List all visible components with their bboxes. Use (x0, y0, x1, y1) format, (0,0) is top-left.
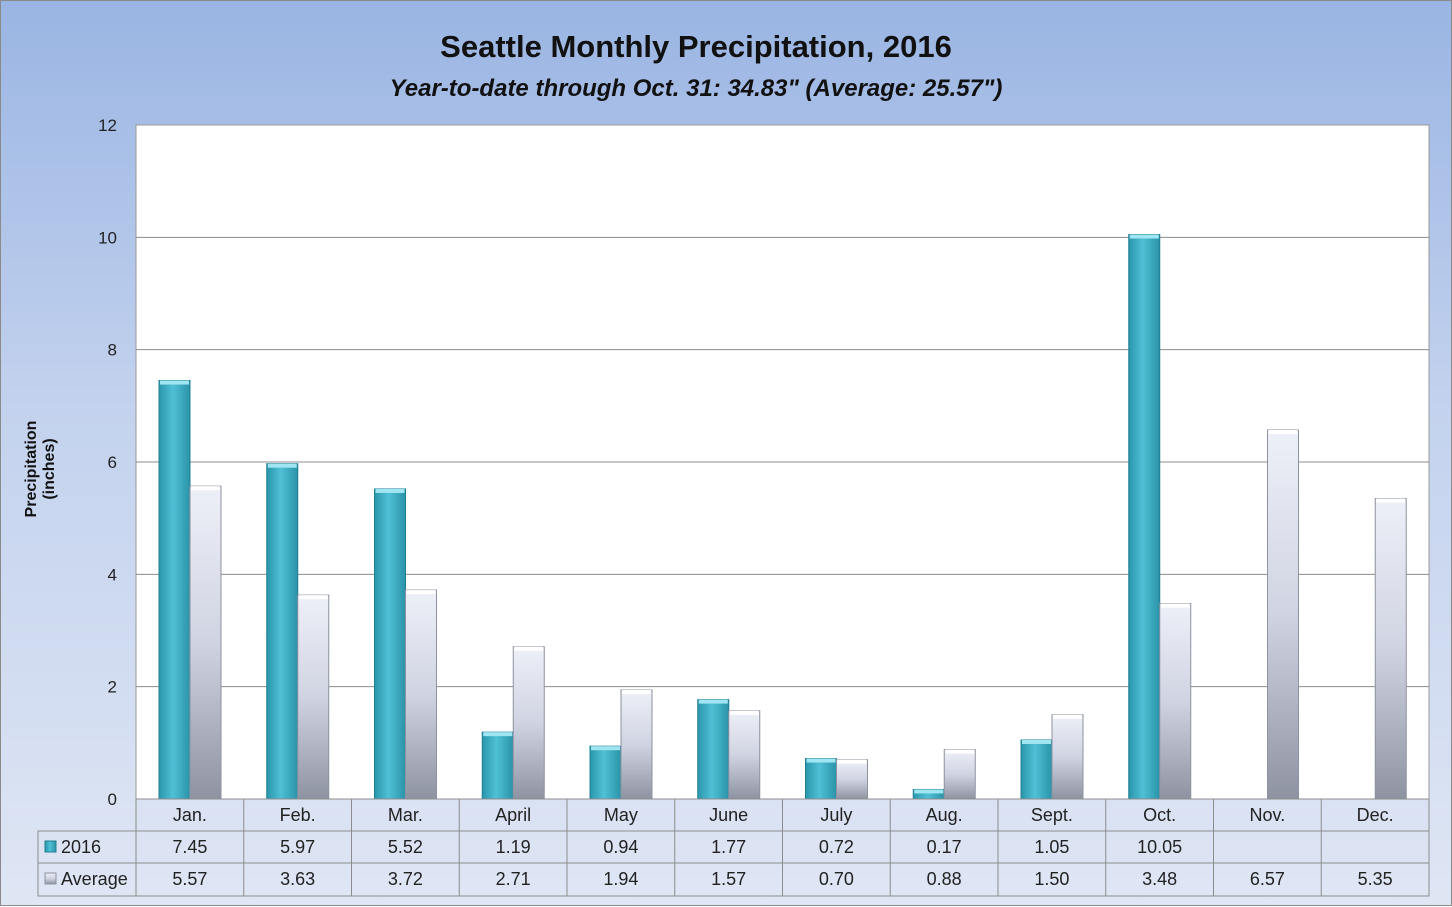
data-label-2016: 10.05 (1137, 837, 1182, 857)
data-label-2016: 0.94 (603, 837, 638, 857)
bar-average (1051, 714, 1084, 800)
bar-bevel (375, 488, 405, 493)
bar-2016 (1020, 739, 1053, 800)
bar-bevel (160, 380, 189, 385)
data-label-2016: 5.52 (388, 837, 423, 857)
x-category-label: May (604, 805, 638, 825)
data-label-average: 2.71 (496, 869, 531, 889)
data-label-average: 3.63 (280, 869, 315, 889)
bar-average (1374, 498, 1407, 800)
bar-bevel (514, 646, 544, 651)
bar-average (1159, 603, 1192, 800)
data-label-2016: 7.45 (172, 837, 207, 857)
bar-average (728, 710, 761, 800)
legend-key-2016 (44, 840, 57, 853)
y-tick-label: 8 (108, 341, 117, 360)
bar-2016 (589, 745, 622, 800)
bar-bevel (267, 463, 297, 468)
y-tick-label: 12 (98, 116, 117, 135)
data-label-2016: 0.72 (819, 837, 854, 857)
data-label-average: 0.70 (819, 869, 854, 889)
y-tick-label: 2 (108, 678, 117, 697)
bar-bevel (729, 710, 759, 715)
data-label-2016: 1.77 (711, 837, 746, 857)
x-category-label: Oct. (1143, 805, 1176, 825)
bar-average (836, 759, 868, 800)
legend-label: Average (61, 869, 128, 889)
legend-label: 2016 (61, 837, 101, 857)
x-category-label: June (709, 805, 748, 825)
bar-bevel (1268, 429, 1298, 434)
bar-bevel (837, 759, 867, 764)
bar-bevel (622, 690, 651, 695)
data-label-2016: 0.17 (927, 837, 962, 857)
bar-bevel (945, 749, 975, 754)
data-label-2016: 5.97 (280, 837, 315, 857)
x-category-label: Mar. (388, 805, 423, 825)
bar-bevel (591, 746, 620, 751)
bar-2016 (1128, 234, 1161, 800)
bar-average (620, 689, 653, 800)
bar-bevel (1129, 234, 1159, 239)
bar-bevel (914, 789, 944, 794)
bar-bevel (1022, 740, 1051, 745)
bar-2016 (805, 758, 837, 800)
bar-2016 (481, 731, 514, 800)
x-category-label: Jan. (173, 805, 207, 825)
legend-key-average (44, 872, 57, 885)
bar-bevel (1376, 498, 1406, 503)
data-label-average: 3.48 (1142, 869, 1177, 889)
bar-average (405, 589, 437, 800)
bar-2016 (374, 488, 406, 800)
bar-bevel (483, 732, 513, 737)
bar-2016 (158, 380, 191, 800)
y-tick-label: 6 (108, 453, 117, 472)
y-tick-label: 0 (108, 790, 117, 809)
x-category-label: April (495, 805, 531, 825)
data-label-average: 5.57 (172, 869, 207, 889)
x-category-label: July (820, 805, 852, 825)
data-label-2016: 1.05 (1034, 837, 1069, 857)
data-label-average: 1.50 (1034, 869, 1069, 889)
chart-title: Seattle Monthly Precipitation, 2016 (440, 29, 952, 64)
y-tick-label: 4 (108, 565, 117, 584)
bar-2016 (266, 463, 299, 800)
data-label-average: 6.57 (1250, 869, 1285, 889)
bar-bevel (298, 595, 328, 600)
chart-subtitle: Year-to-date through Oct. 31: 34.83" (Av… (389, 75, 1003, 102)
bar-average (297, 594, 330, 800)
data-label-average: 1.57 (711, 869, 746, 889)
bar-average (189, 485, 222, 800)
x-category-label: Dec. (1357, 805, 1394, 825)
data-label-average: 3.72 (388, 869, 423, 889)
data-label-2016: 1.19 (496, 837, 531, 857)
data-label-average: 0.88 (927, 869, 962, 889)
bar-bevel (406, 590, 436, 595)
x-category-label: Feb. (280, 805, 316, 825)
x-category-label: Nov. (1250, 805, 1286, 825)
y-tick-label: 10 (98, 228, 117, 247)
data-label-average: 1.94 (603, 869, 638, 889)
bar-average (1267, 429, 1299, 800)
x-category-label: Sept. (1031, 805, 1073, 825)
bar-bevel (806, 758, 836, 763)
bar-bevel (1053, 714, 1082, 719)
bar-2016 (697, 699, 730, 800)
bar-bevel (1160, 603, 1190, 608)
x-category-label: Aug. (926, 805, 963, 825)
bar-average (943, 749, 976, 800)
data-label-average: 5.35 (1358, 869, 1393, 889)
bar-average (512, 646, 545, 800)
bar-bevel (698, 699, 728, 704)
bar-bevel (191, 486, 220, 491)
